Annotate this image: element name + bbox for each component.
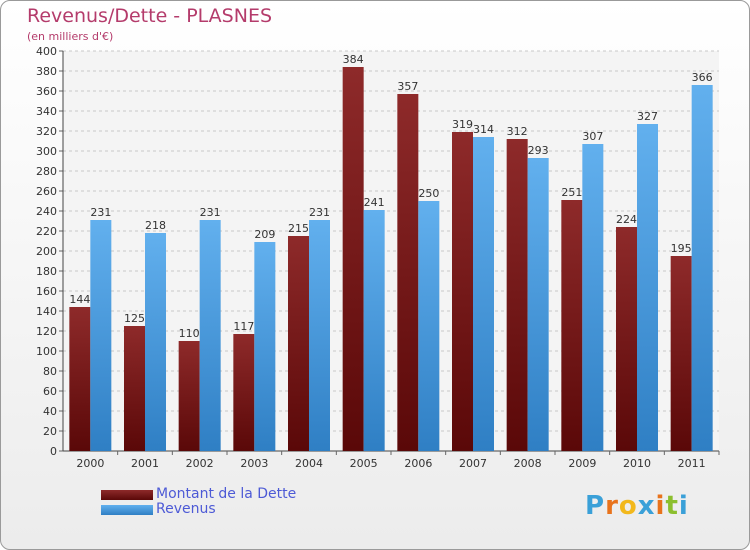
legend-swatch-dette bbox=[101, 490, 153, 500]
x-tick-label: 2009 bbox=[568, 457, 596, 470]
y-tick-label: 240 bbox=[36, 205, 57, 218]
bar-dette bbox=[342, 67, 364, 451]
legend-label-dette: Montant de la Dette bbox=[156, 486, 297, 502]
data-label: 231 bbox=[200, 206, 221, 219]
data-label: 312 bbox=[507, 125, 528, 138]
y-tick-label: 280 bbox=[36, 165, 57, 178]
proxiti-logo: Proxiti bbox=[585, 491, 689, 521]
data-label: 293 bbox=[528, 144, 549, 157]
x-tick-label: 2005 bbox=[350, 457, 378, 470]
bar-dette bbox=[452, 132, 473, 451]
bar-revenus bbox=[309, 220, 330, 451]
logo-letter: P bbox=[585, 491, 606, 521]
x-tick-label: 2000 bbox=[76, 457, 104, 470]
bar-dette bbox=[124, 326, 145, 451]
bar-revenus bbox=[363, 210, 385, 451]
bar-dette bbox=[233, 334, 255, 451]
bar-dette bbox=[506, 139, 528, 451]
data-label: 327 bbox=[637, 110, 658, 123]
data-label: 251 bbox=[561, 186, 582, 199]
bar-revenus bbox=[637, 124, 658, 451]
data-label: 231 bbox=[90, 206, 111, 219]
x-tick-label: 2007 bbox=[459, 457, 487, 470]
y-tick-label: 220 bbox=[36, 225, 57, 238]
bar-dette bbox=[561, 200, 583, 451]
bar-revenus bbox=[90, 220, 112, 451]
y-tick-label: 200 bbox=[36, 245, 57, 258]
data-label: 307 bbox=[582, 130, 603, 143]
bar-revenus bbox=[145, 233, 166, 451]
y-tick-label: 400 bbox=[36, 45, 57, 58]
y-tick-label: 60 bbox=[43, 385, 57, 398]
data-label: 209 bbox=[254, 228, 275, 241]
logo-letter: x bbox=[637, 491, 656, 521]
data-label: 357 bbox=[397, 80, 418, 93]
chart-title: Revenus/Dette - PLASNES bbox=[27, 5, 273, 27]
chart-subtitle: (en milliers d'€) bbox=[27, 30, 114, 43]
x-tick-label: 2002 bbox=[186, 457, 214, 470]
y-tick-label: 120 bbox=[36, 325, 57, 338]
logo-letter: r bbox=[605, 491, 619, 521]
data-label: 117 bbox=[233, 320, 254, 333]
logo-letter: i bbox=[678, 491, 689, 521]
y-tick-label: 300 bbox=[36, 145, 57, 158]
bar-dette bbox=[69, 307, 91, 451]
bar-dette bbox=[397, 94, 419, 451]
data-label: 195 bbox=[671, 242, 692, 255]
bar-revenus bbox=[199, 220, 221, 451]
data-label: 319 bbox=[452, 118, 473, 131]
data-label: 144 bbox=[69, 293, 90, 306]
y-tick-label: 20 bbox=[43, 425, 57, 438]
y-tick-label: 380 bbox=[36, 65, 57, 78]
y-tick-label: 340 bbox=[36, 105, 57, 118]
data-label: 250 bbox=[418, 187, 439, 200]
x-tick-label: 2001 bbox=[131, 457, 159, 470]
x-tick-label: 2008 bbox=[514, 457, 542, 470]
data-label: 314 bbox=[473, 123, 494, 136]
bar-dette bbox=[616, 227, 637, 451]
legend-swatch-revenus bbox=[101, 505, 153, 515]
bar-revenus bbox=[473, 137, 494, 451]
data-label: 110 bbox=[179, 327, 200, 340]
y-tick-label: 180 bbox=[36, 265, 57, 278]
data-label: 231 bbox=[309, 206, 330, 219]
y-tick-label: 360 bbox=[36, 85, 57, 98]
logo-letter: i bbox=[655, 491, 666, 521]
y-tick-label: 0 bbox=[50, 445, 57, 458]
bar-dette bbox=[288, 236, 309, 451]
data-label: 215 bbox=[288, 222, 309, 235]
data-label: 224 bbox=[616, 213, 637, 226]
logo-letter: o bbox=[618, 491, 638, 521]
data-label: 366 bbox=[692, 71, 713, 84]
bar-revenus bbox=[691, 85, 713, 451]
y-tick-label: 320 bbox=[36, 125, 57, 138]
bar-revenus bbox=[418, 201, 440, 451]
y-tick-label: 160 bbox=[36, 285, 57, 298]
x-tick-label: 2006 bbox=[404, 457, 432, 470]
legend-label-revenus: Revenus bbox=[156, 501, 216, 517]
x-tick-label: 2004 bbox=[295, 457, 323, 470]
y-tick-label: 100 bbox=[36, 345, 57, 358]
y-tick-label: 80 bbox=[43, 365, 57, 378]
data-label: 218 bbox=[145, 219, 166, 232]
bar-revenus bbox=[254, 242, 276, 451]
logo-letter: t bbox=[665, 491, 679, 521]
y-tick-label: 40 bbox=[43, 405, 57, 418]
bar-revenus bbox=[582, 144, 604, 451]
y-tick-label: 140 bbox=[36, 305, 57, 318]
y-tick-label: 260 bbox=[36, 185, 57, 198]
x-tick-label: 2003 bbox=[240, 457, 268, 470]
bar-dette bbox=[178, 341, 200, 451]
bar-dette bbox=[670, 256, 692, 451]
data-label: 125 bbox=[124, 312, 145, 325]
x-tick-label: 2011 bbox=[678, 457, 706, 470]
data-label: 241 bbox=[364, 196, 385, 209]
x-tick-label: 2010 bbox=[623, 457, 651, 470]
bar-revenus bbox=[527, 158, 549, 451]
data-label: 384 bbox=[343, 53, 364, 66]
